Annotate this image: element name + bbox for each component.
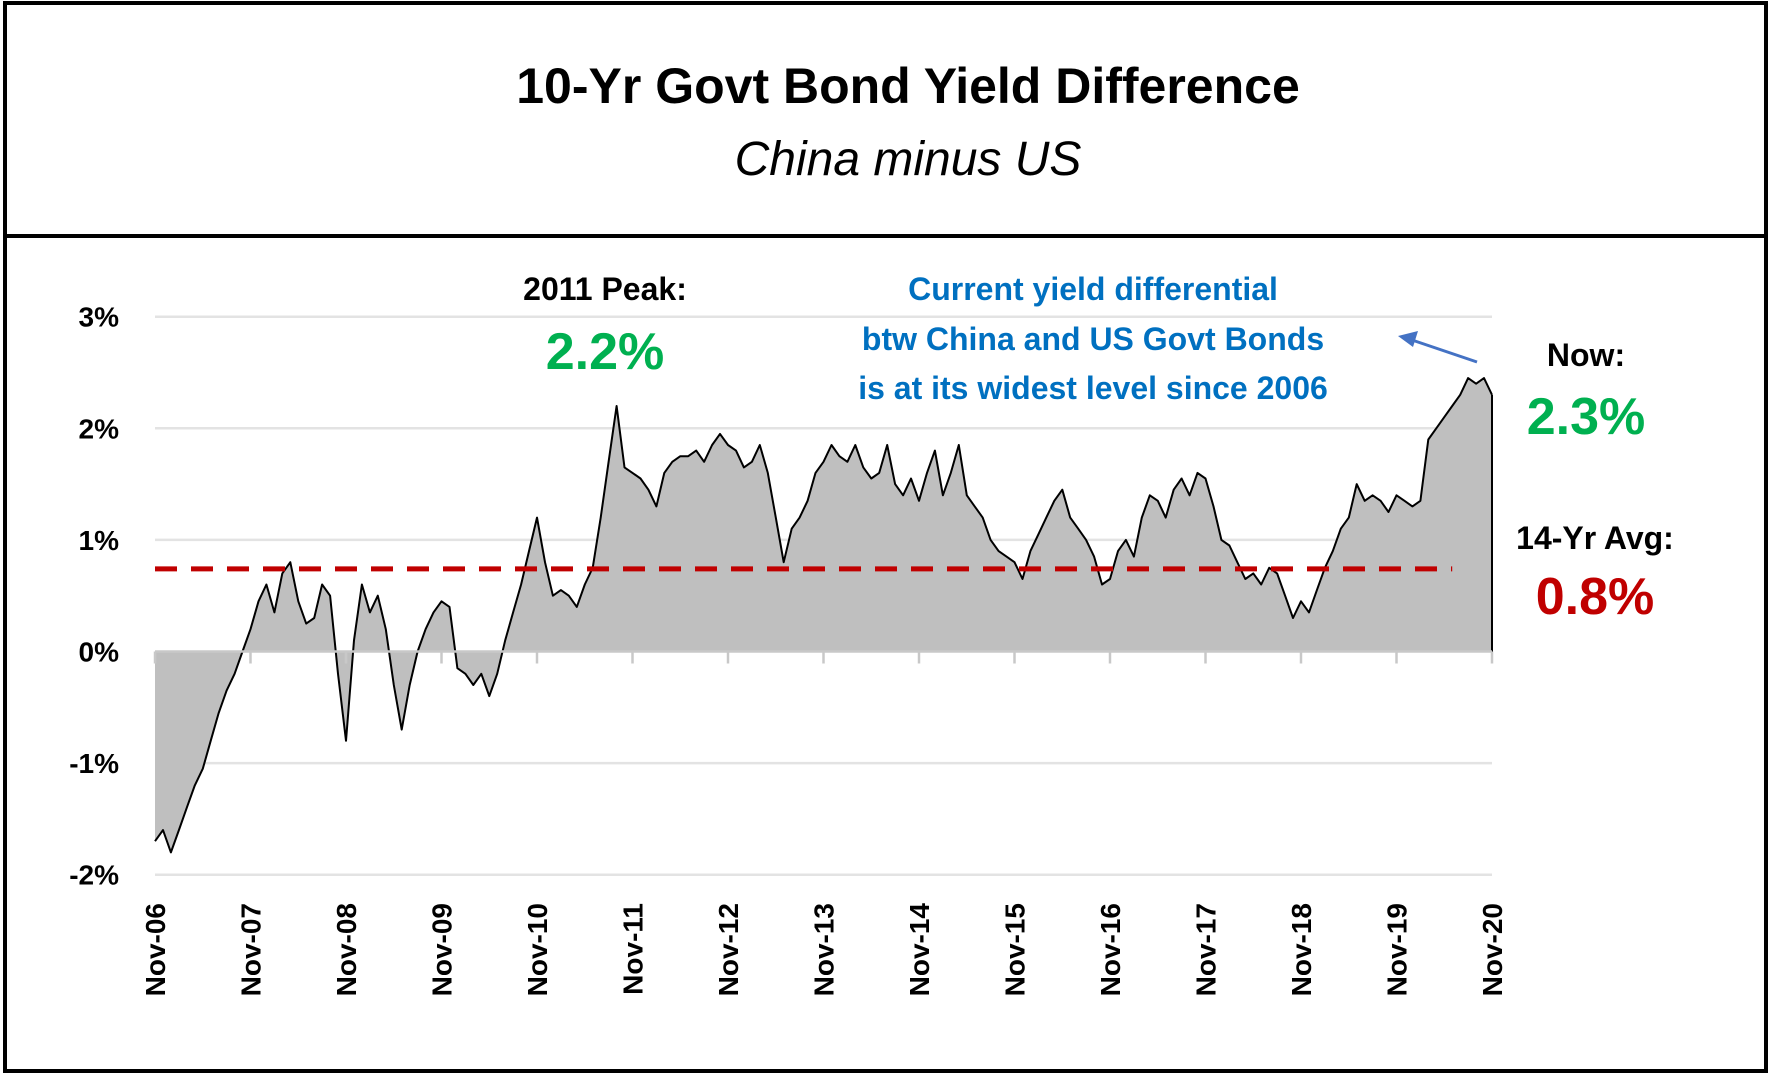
series-line xyxy=(154,377,1493,854)
x-tick-label: Nov-11 xyxy=(618,903,649,995)
now-label: Now: xyxy=(1547,337,1625,373)
y-tick-label: 3% xyxy=(79,302,120,333)
x-tick-label: Nov-12 xyxy=(713,903,744,996)
avg-label: 14-Yr Avg: xyxy=(1516,520,1674,556)
avg-value: 0.8% xyxy=(1536,568,1655,626)
x-tick-label: Nov-18 xyxy=(1286,903,1317,996)
x-tick-label: Nov-19 xyxy=(1382,903,1413,996)
x-tick-label: Nov-20 xyxy=(1477,903,1508,996)
plot-area xyxy=(154,377,1493,854)
x-tick-label: Nov-14 xyxy=(904,903,935,997)
x-tick-label: Nov-16 xyxy=(1095,903,1126,996)
peak-label: 2011 Peak: xyxy=(523,271,687,307)
x-tick-label: Nov-17 xyxy=(1191,903,1222,996)
y-tick-label: 0% xyxy=(79,637,120,668)
x-tick-label: Nov-13 xyxy=(809,903,840,996)
x-tick-label: Nov-07 xyxy=(236,903,267,996)
y-axis-labels: 3% 2% 1% 0% -1% -2% xyxy=(69,302,119,891)
gridlines xyxy=(155,315,1492,876)
x-tick-label: Nov-10 xyxy=(522,903,553,996)
peak-value: 2.2% xyxy=(546,323,665,381)
note-line-3: is at its widest level since 2006 xyxy=(858,370,1328,406)
x-tick-label: Nov-06 xyxy=(140,903,171,996)
x-tick-label: Nov-15 xyxy=(1000,903,1031,996)
chart-subtitle: China minus US xyxy=(735,133,1082,186)
note-line-1: Current yield differential xyxy=(908,271,1278,307)
now-value: 2.3% xyxy=(1527,388,1646,446)
x-tick-label: Nov-09 xyxy=(427,903,458,996)
chart-title: 10-Yr Govt Bond Yield Difference xyxy=(516,58,1300,114)
y-tick-label: -2% xyxy=(69,860,119,891)
y-tick-label: 2% xyxy=(79,413,120,444)
arrow-icon xyxy=(1398,331,1478,364)
note-line-2: btw China and US Govt Bonds xyxy=(862,321,1324,357)
x-axis xyxy=(153,650,1494,664)
y-tick-label: -1% xyxy=(69,748,119,779)
area-fill xyxy=(155,378,1492,853)
y-tick-label: 1% xyxy=(79,525,120,556)
x-axis-labels: Nov-06 Nov-07 Nov-08 Nov-09 Nov-10 Nov-11 Nov-… xyxy=(140,903,1508,997)
x-tick-label: Nov-08 xyxy=(331,903,362,996)
